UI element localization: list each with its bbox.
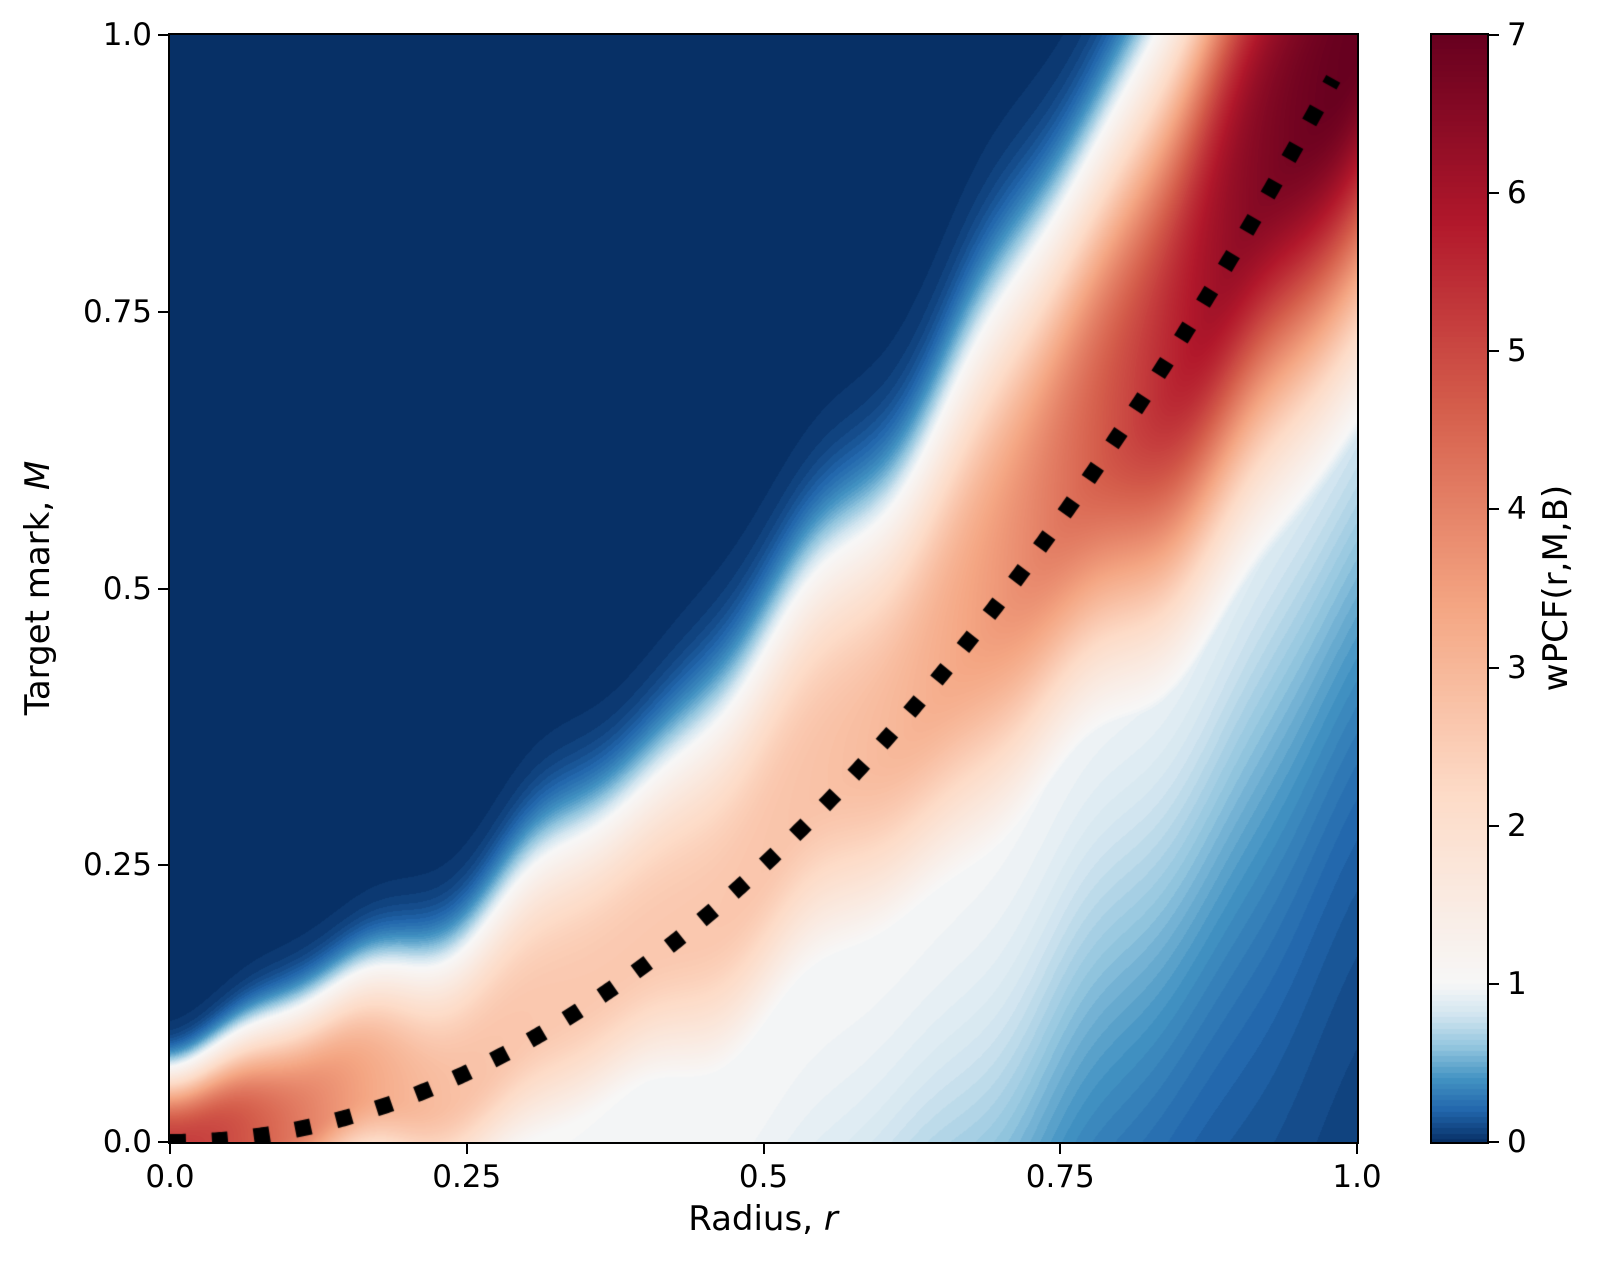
colorbar-tick-mark — [1489, 666, 1499, 669]
x-tick-label: 0.0 — [145, 1159, 195, 1195]
colorbar-tick-label: 0 — [1507, 1124, 1527, 1160]
y-tick-label: 0.0 — [102, 1124, 152, 1160]
colorbar-tick-mark — [1489, 350, 1499, 353]
heatmap-canvas — [170, 35, 1357, 1142]
y-tick-mark — [158, 1141, 168, 1143]
colorbar-canvas — [1432, 35, 1487, 1142]
colorbar-tick-label: 1 — [1507, 965, 1527, 1002]
y-tick-mark — [158, 864, 168, 867]
x-tick-label: 0.75 — [1025, 1159, 1095, 1195]
x-tick-label: 1.0 — [1332, 1159, 1382, 1195]
y-tick-label: 1.0 — [102, 17, 152, 53]
colorbar-tick-mark — [1489, 34, 1499, 36]
colorbar-tick-mark — [1489, 508, 1499, 511]
y-tick-mark — [158, 587, 168, 590]
y-tick-label: 0.5 — [102, 570, 152, 607]
y-axis-label-text: Target mark, — [18, 490, 58, 716]
colorbar-tick-label: 6 — [1507, 175, 1527, 212]
colorbar-tick-label: 4 — [1507, 491, 1527, 528]
y-tick-label: 0.25 — [82, 847, 152, 884]
colorbar-tick-mark — [1489, 1141, 1499, 1143]
colorbar-tick-label: 3 — [1507, 649, 1527, 686]
x-axis-label-variable: r — [823, 1199, 838, 1239]
colorbar-tick-label: 5 — [1507, 333, 1527, 370]
colorbar-tick-mark — [1489, 192, 1499, 195]
colorbar-tick-label: 2 — [1507, 807, 1527, 844]
x-tick-mark — [1059, 1144, 1062, 1154]
y-tick-label: 0.75 — [82, 293, 152, 330]
x-tick-mark — [465, 1144, 468, 1154]
x-axis-label: Radius, r — [688, 1198, 838, 1240]
colorbar-label: wPCF(r,M,B) — [1536, 484, 1576, 692]
colorbar-tick-mark — [1489, 982, 1499, 985]
y-tick-mark — [158, 34, 168, 36]
x-tick-mark — [169, 1144, 171, 1154]
x-axis-label-text: Radius, — [688, 1199, 824, 1239]
colorbar-tick-mark — [1489, 824, 1499, 827]
y-tick-mark — [158, 310, 168, 313]
colorbar-tick-label: 7 — [1507, 17, 1527, 53]
y-axis-label: Target mark, M — [17, 461, 59, 716]
y-axis-label-variable: M — [18, 460, 58, 491]
x-tick-mark — [1356, 1144, 1358, 1154]
x-tick-mark — [762, 1144, 765, 1154]
x-tick-label: 0.5 — [738, 1159, 789, 1195]
x-tick-label: 0.25 — [432, 1159, 502, 1195]
